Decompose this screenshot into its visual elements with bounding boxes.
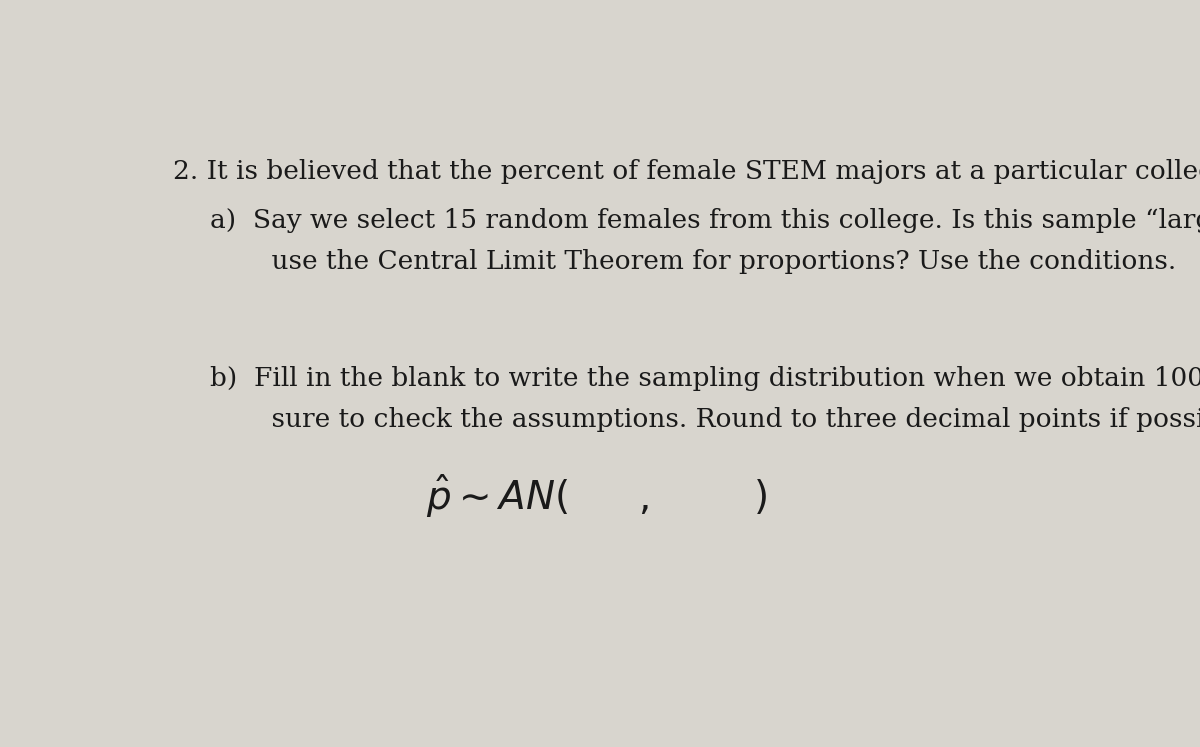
- Text: sure to check the assumptions. Round to three decimal points if possible.: sure to check the assumptions. Round to …: [239, 407, 1200, 433]
- Text: 2. It is believed that the percent of female STEM majors at a particular college: 2. It is believed that the percent of fe…: [173, 158, 1200, 184]
- Text: a)  Say we select 15 random females from this college. Is this sample “large eno: a) Say we select 15 random females from …: [210, 208, 1200, 232]
- Text: b)  Fill in the blank to write the sampling distribution when we obtain 100 fema: b) Fill in the blank to write the sampli…: [210, 366, 1200, 391]
- Text: $\hat{p}{\sim}AN($$\,\,\,\,\,\,\,\,\,\,\,$$,\,\,\,\,\,\,\,\,\,\,\,\,\,\,\,$$)$: $\hat{p}{\sim}AN($$\,\,\,\,\,\,\,\,\,\,\…: [426, 472, 767, 520]
- Text: use the Central Limit Theorem for proportions? Use the conditions.: use the Central Limit Theorem for propor…: [239, 249, 1176, 274]
